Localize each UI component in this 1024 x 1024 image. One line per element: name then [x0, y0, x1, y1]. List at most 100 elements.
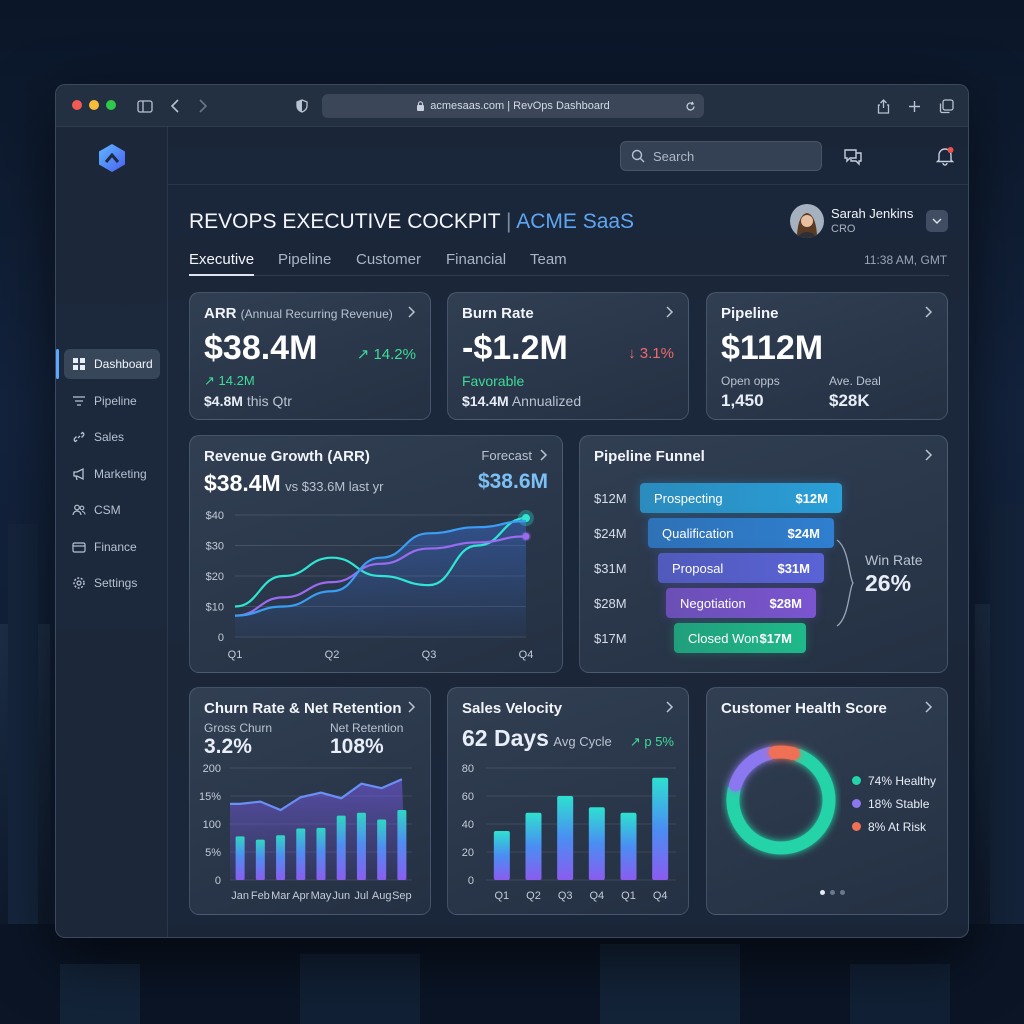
chevron-right-icon[interactable] — [538, 448, 548, 462]
funnel-stage[interactable]: Qualification $24M — [648, 518, 834, 548]
close-window-button[interactable] — [72, 100, 82, 110]
minimize-window-button[interactable] — [89, 100, 99, 110]
y-tick-label: 80 — [462, 763, 474, 775]
carousel-dot-active[interactable] — [820, 890, 825, 895]
x-tick-label: Q4 — [519, 649, 534, 661]
arrow-up-right-icon: ↗ — [356, 346, 370, 363]
arrow-down-icon: ↓ — [628, 345, 636, 362]
bar — [276, 835, 286, 880]
net-retention-label: Net Retention — [330, 721, 404, 735]
y-tick-label: 0 — [218, 632, 224, 644]
sidebar-item-csm[interactable]: CSM — [64, 495, 160, 525]
back-icon[interactable] — [164, 95, 186, 117]
customer-health-card[interactable]: Customer Health Score 74% Healthy 18% St… — [706, 687, 948, 915]
shield-icon[interactable] — [291, 95, 313, 117]
sidebar-item-sales[interactable]: Sales — [64, 422, 160, 452]
x-tick-label: Q1 — [228, 649, 243, 661]
search-box[interactable] — [620, 141, 822, 171]
active-indicator — [56, 349, 59, 379]
sidebar-item-pipeline[interactable]: Pipeline — [64, 386, 160, 416]
open-opps-value: 1,450 — [721, 391, 764, 410]
reload-icon[interactable] — [685, 101, 696, 112]
app-logo[interactable] — [98, 143, 126, 173]
sidebar-item-dashboard[interactable]: Dashboard — [64, 349, 160, 379]
arr-title-note: (Annual Recurring Revenue) — [240, 307, 393, 321]
y-tick-label: $20 — [206, 571, 224, 583]
tab-customer[interactable]: Customer — [356, 251, 422, 268]
chevron-right-icon[interactable] — [664, 700, 674, 714]
link-icon — [73, 431, 85, 443]
chevron-right-icon[interactable] — [406, 305, 416, 319]
sidebar-item-label: Marketing — [94, 467, 147, 481]
user-avatar[interactable] — [790, 204, 824, 238]
churn-card[interactable]: Churn Rate & Net Retention Gross Churn 3… — [189, 687, 431, 915]
gross-churn-value: 3.2% — [204, 735, 252, 758]
y-tick-label: 60 — [462, 791, 474, 803]
x-tick-label: Jun — [332, 890, 350, 902]
bar — [557, 796, 574, 880]
burn-rate-card[interactable]: Burn Rate -$1.2M ↓ 3.1% Favorable $14.4M… — [447, 292, 689, 420]
chevron-right-icon[interactable] — [923, 305, 933, 319]
sidebar-item-settings[interactable]: Settings — [64, 568, 160, 598]
tab-executive[interactable]: Executive — [189, 251, 255, 268]
series-line — [234, 516, 527, 608]
funnel-stage[interactable]: Closed Won $17M — [674, 623, 806, 653]
tab-pipeline[interactable]: Pipeline — [278, 251, 332, 268]
address-bar[interactable]: acmesaas.com | RevOps Dashboard — [322, 94, 704, 118]
carousel-dot[interactable] — [840, 890, 845, 895]
funnel-left-value: $31M — [594, 561, 627, 576]
chevron-right-icon[interactable] — [923, 448, 933, 462]
carousel-dot[interactable] — [830, 890, 835, 895]
user-role: CRO — [831, 223, 856, 235]
tab-divider — [189, 275, 949, 276]
maximize-window-button[interactable] — [106, 100, 116, 110]
share-icon[interactable] — [872, 95, 894, 117]
tab-financial[interactable]: Financial — [446, 251, 507, 268]
pipeline-funnel-card[interactable]: Pipeline Funnel $12M Prospecting $12M $24M Q… — [579, 435, 948, 673]
city-background — [0, 504, 1024, 1024]
page-heading: REVOPS EXECUTIVE COCKPIT | ACME SaaS — [189, 210, 634, 234]
legend-label: 8% At Risk — [868, 820, 927, 834]
forward-icon[interactable] — [192, 95, 214, 117]
chevron-right-icon[interactable] — [664, 305, 674, 319]
revenue-line-chart: 0 $10 $20 $30 $40 Q1 Q2 Q3 Q4 — [206, 510, 534, 661]
new-tab-icon[interactable] — [903, 95, 925, 117]
sidebar-item-marketing[interactable]: Marketing — [64, 459, 160, 489]
company-name: ACME SaaS — [516, 210, 635, 233]
wallet-icon — [72, 542, 86, 553]
series-line — [230, 778, 403, 812]
bar — [255, 839, 265, 880]
legend-item-at-risk: 8% At Risk — [852, 816, 936, 839]
funnel-stage[interactable]: Negotiation $28M — [666, 588, 816, 618]
sales-velocity-card[interactable]: Sales Velocity 62 Days Avg Cycle ↗ p 5% … — [447, 687, 689, 915]
arr-card[interactable]: ARR (Annual Recurring Revenue) $38.4M ↗ … — [189, 292, 431, 420]
browser-window: acmesaas.com | RevOps Dashboard Dashboar… — [55, 84, 969, 938]
y-tick-label: 200 — [203, 763, 221, 775]
funnel-stage[interactable]: Proposal $31M — [658, 553, 824, 583]
funnel-stage-value: $24M — [787, 525, 820, 541]
chevron-right-icon[interactable] — [923, 700, 933, 714]
bell-icon[interactable] — [935, 146, 955, 166]
tabs-overview-icon[interactable] — [935, 95, 957, 117]
tab-team[interactable]: Team — [530, 251, 567, 268]
revenue-title: Revenue Growth (ARR) — [204, 448, 370, 465]
x-tick-label: Q2 — [526, 890, 541, 902]
sidebar-toggle-icon[interactable] — [134, 95, 156, 117]
chat-icon[interactable] — [843, 148, 863, 166]
win-rate-label: Win Rate — [865, 552, 923, 568]
legend-swatch — [852, 776, 861, 785]
arr-sub-label: this Qtr — [246, 393, 292, 409]
chevron-right-icon[interactable] — [406, 700, 416, 714]
users-icon — [72, 504, 86, 516]
sidebar-item-finance[interactable]: Finance — [64, 532, 160, 562]
search-input[interactable] — [653, 148, 803, 164]
pipeline-card[interactable]: Pipeline $112M Open opps 1,450 Ave. Deal… — [706, 292, 948, 420]
win-rate-value: 26% — [865, 570, 912, 596]
velocity-value: 62 Days — [462, 725, 549, 751]
revenue-growth-card[interactable]: Revenue Growth (ARR) Forecast $38.4M vs … — [189, 435, 563, 673]
burn-sub: $14.4M Annualized — [462, 393, 581, 409]
chevron-down-icon — [932, 218, 942, 224]
arr-title: ARR — [204, 305, 237, 322]
user-menu-button[interactable] — [926, 210, 948, 232]
funnel-stage[interactable]: Prospecting $12M — [640, 483, 842, 513]
